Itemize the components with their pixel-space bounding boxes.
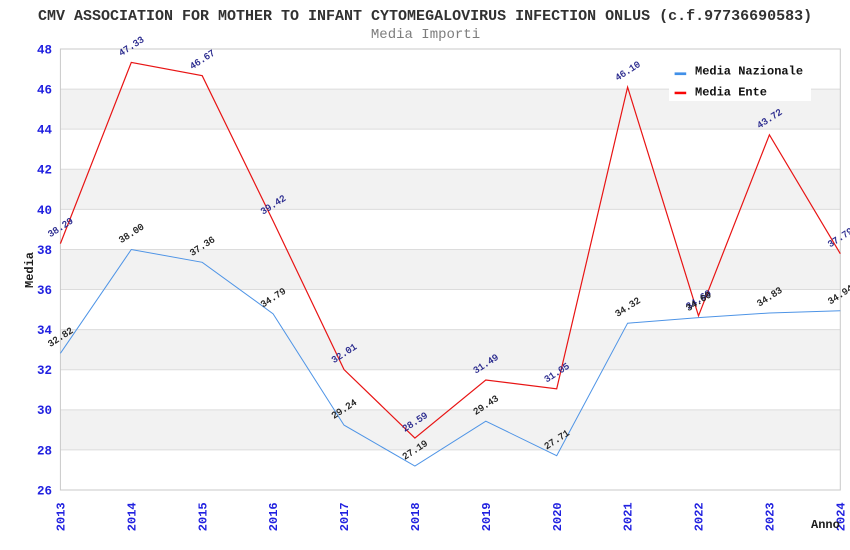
svg-text:48: 48 [37,43,52,57]
svg-text:46.67: 46.67 [188,48,217,72]
svg-text:46: 46 [37,84,52,98]
svg-text:38: 38 [37,244,52,258]
svg-text:42: 42 [37,164,52,178]
svg-text:36: 36 [37,284,52,298]
svg-text:32: 32 [37,364,52,378]
svg-text:44: 44 [37,124,53,138]
svg-text:2021: 2021 [622,502,636,531]
svg-text:2017: 2017 [338,502,352,531]
svg-text:Media Ente: Media Ente [695,85,767,99]
svg-text:28: 28 [37,444,52,458]
svg-text:2024: 2024 [834,502,848,531]
svg-text:34.32: 34.32 [613,295,642,319]
svg-text:Media Nazionale: Media Nazionale [695,64,803,78]
svg-text:2015: 2015 [196,502,210,531]
svg-text:2020: 2020 [551,502,565,531]
svg-text:30: 30 [37,404,52,418]
svg-text:40: 40 [37,204,52,218]
svg-text:2019: 2019 [480,502,494,531]
svg-text:2023: 2023 [764,502,778,531]
svg-text:47.33: 47.33 [117,34,146,58]
svg-text:38.00: 38.00 [117,221,146,245]
svg-text:Media Importi: Media Importi [371,27,480,43]
svg-text:26: 26 [37,484,52,498]
svg-text:2016: 2016 [267,502,281,531]
svg-text:34: 34 [37,324,53,338]
svg-text:2022: 2022 [693,502,707,531]
svg-text:Media: Media [23,252,37,288]
svg-text:Anno: Anno [811,518,840,532]
svg-text:2014: 2014 [125,502,139,531]
svg-text:37.79: 37.79 [826,226,850,250]
svg-text:CMV ASSOCIATION FOR MOTHER TO: CMV ASSOCIATION FOR MOTHER TO INFANT CYT… [38,8,812,25]
svg-text:46.10: 46.10 [613,59,642,83]
svg-text:2018: 2018 [409,502,423,531]
svg-text:2013: 2013 [55,502,69,531]
